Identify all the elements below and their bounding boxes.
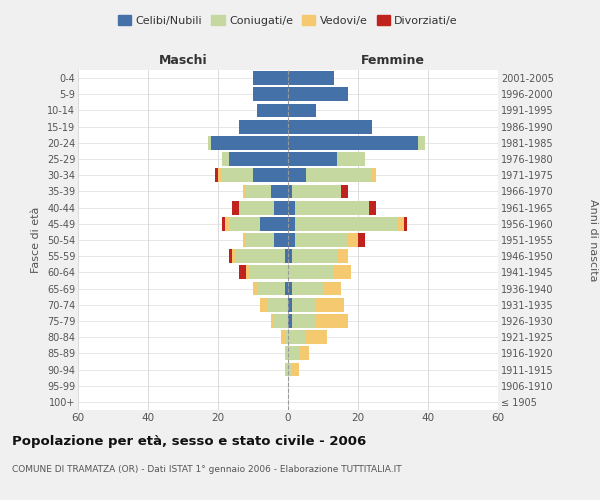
- Bar: [274, 314, 288, 328]
- Bar: [253, 71, 288, 85]
- Bar: [218, 168, 221, 182]
- Bar: [232, 200, 239, 214]
- Bar: [418, 136, 425, 149]
- Bar: [250, 266, 288, 280]
- Bar: [288, 217, 295, 230]
- Bar: [253, 88, 288, 101]
- Y-axis label: Fasce di età: Fasce di età: [31, 207, 41, 273]
- Bar: [288, 88, 347, 101]
- Bar: [271, 314, 274, 328]
- Bar: [299, 346, 309, 360]
- Bar: [358, 233, 365, 247]
- Bar: [221, 168, 253, 182]
- Bar: [292, 298, 316, 312]
- Bar: [288, 152, 337, 166]
- Bar: [242, 233, 246, 247]
- Y-axis label: Anni di nascita: Anni di nascita: [588, 198, 598, 281]
- Bar: [292, 250, 337, 263]
- Bar: [295, 217, 397, 230]
- Bar: [288, 120, 372, 134]
- Bar: [284, 250, 288, 263]
- Text: Popolazione per età, sesso e stato civile - 2006: Popolazione per età, sesso e stato civil…: [12, 435, 366, 448]
- Bar: [271, 184, 288, 198]
- Bar: [316, 314, 347, 328]
- Bar: [372, 168, 376, 182]
- Bar: [288, 314, 292, 328]
- Bar: [288, 71, 334, 85]
- Bar: [267, 298, 288, 312]
- Text: COMUNE DI TRAMATZA (OR) - Dati ISTAT 1° gennaio 2006 - Elaborazione TUTTITALIA.I: COMUNE DI TRAMATZA (OR) - Dati ISTAT 1° …: [12, 465, 401, 474]
- Bar: [337, 152, 365, 166]
- Bar: [397, 217, 404, 230]
- Bar: [292, 184, 341, 198]
- Bar: [260, 298, 267, 312]
- Bar: [288, 362, 292, 376]
- Bar: [288, 346, 299, 360]
- Bar: [288, 200, 295, 214]
- Bar: [257, 104, 288, 118]
- Bar: [221, 152, 229, 166]
- Bar: [323, 282, 341, 296]
- Bar: [284, 346, 288, 360]
- Bar: [253, 168, 288, 182]
- Legend: Celibi/Nubili, Coniugati/e, Vedovi/e, Divorziati/e: Celibi/Nubili, Coniugati/e, Vedovi/e, Di…: [113, 11, 463, 30]
- Bar: [239, 200, 274, 214]
- Bar: [288, 233, 295, 247]
- Bar: [246, 233, 274, 247]
- Bar: [288, 168, 305, 182]
- Bar: [288, 266, 334, 280]
- Bar: [221, 217, 225, 230]
- Bar: [208, 136, 211, 149]
- Bar: [292, 362, 299, 376]
- Bar: [253, 282, 257, 296]
- Bar: [260, 217, 288, 230]
- Bar: [274, 200, 288, 214]
- Bar: [295, 200, 368, 214]
- Bar: [246, 266, 250, 280]
- Text: Maschi: Maschi: [158, 54, 208, 67]
- Text: Femmine: Femmine: [361, 54, 425, 67]
- Bar: [288, 282, 292, 296]
- Bar: [215, 168, 218, 182]
- Bar: [235, 250, 284, 263]
- Bar: [295, 233, 347, 247]
- Bar: [368, 200, 376, 214]
- Bar: [288, 250, 292, 263]
- Bar: [211, 136, 288, 149]
- Bar: [404, 217, 407, 230]
- Bar: [292, 314, 316, 328]
- Bar: [288, 184, 292, 198]
- Bar: [341, 184, 347, 198]
- Bar: [274, 233, 288, 247]
- Bar: [257, 282, 284, 296]
- Bar: [316, 298, 344, 312]
- Bar: [281, 330, 284, 344]
- Bar: [305, 168, 372, 182]
- Bar: [284, 362, 288, 376]
- Bar: [305, 330, 326, 344]
- Bar: [284, 330, 288, 344]
- Bar: [229, 250, 232, 263]
- Bar: [225, 217, 229, 230]
- Bar: [229, 152, 288, 166]
- Bar: [239, 120, 288, 134]
- Bar: [242, 184, 246, 198]
- Bar: [347, 233, 358, 247]
- Bar: [292, 282, 323, 296]
- Bar: [288, 330, 305, 344]
- Bar: [337, 250, 347, 263]
- Bar: [284, 282, 288, 296]
- Bar: [334, 266, 351, 280]
- Bar: [288, 136, 418, 149]
- Bar: [246, 184, 271, 198]
- Bar: [288, 104, 316, 118]
- Bar: [288, 298, 292, 312]
- Bar: [229, 217, 260, 230]
- Bar: [239, 266, 246, 280]
- Bar: [232, 250, 235, 263]
